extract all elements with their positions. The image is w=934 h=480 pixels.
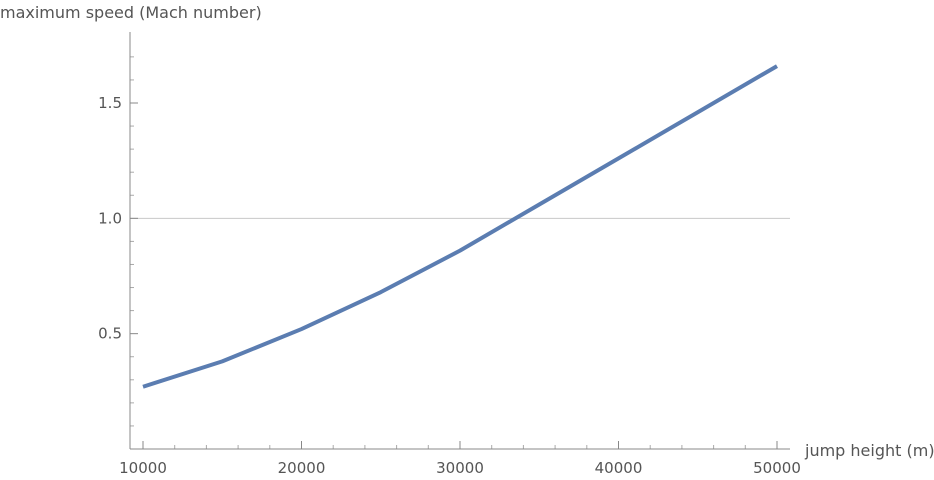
x-tick-label: 40000 xyxy=(595,459,643,477)
x-tick-label: 10000 xyxy=(119,459,167,477)
series-layer xyxy=(142,64,779,389)
y-tick-label: 1.0 xyxy=(98,209,122,227)
y-axis-title: maximum speed (Mach number) xyxy=(0,3,262,22)
y-tick-label: 1.5 xyxy=(98,94,122,112)
x-axis-ticks: 10000 20000 30000 40000 50000 xyxy=(119,441,801,477)
x-tick-label: 30000 xyxy=(436,459,484,477)
y-tick-label: 0.5 xyxy=(98,325,122,343)
x-tick-label: 20000 xyxy=(278,459,326,477)
x-axis-title: jump height (m) xyxy=(804,441,934,460)
x-tick-label: 50000 xyxy=(753,459,801,477)
y-axis-ticks: 0.5 1.0 1.5 xyxy=(98,56,138,427)
series-line xyxy=(142,64,779,389)
